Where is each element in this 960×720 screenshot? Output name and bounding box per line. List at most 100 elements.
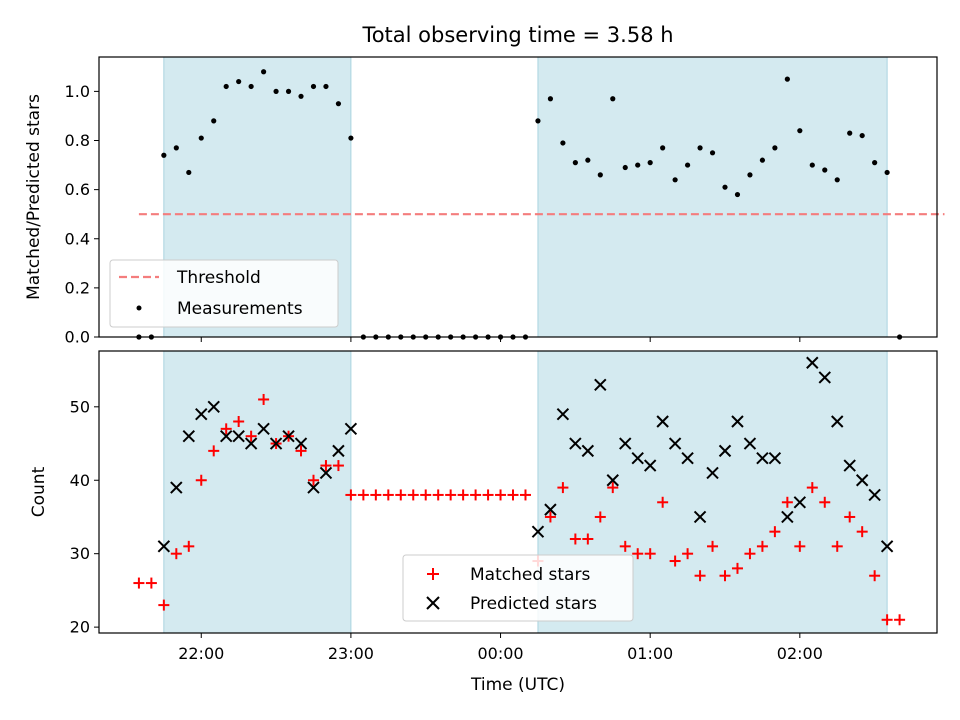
top-x-ticks xyxy=(200,337,801,342)
predicted-star-point xyxy=(581,444,595,458)
predicted-star-point xyxy=(793,496,807,509)
bottom-y-tick-label: 40 xyxy=(70,471,90,490)
measurement-point xyxy=(585,157,591,163)
predicted-star-point xyxy=(880,540,894,553)
matched-star-point xyxy=(856,526,868,538)
matched-star-point xyxy=(145,577,157,589)
predicted-star-point xyxy=(643,459,657,472)
matched-star-point xyxy=(644,548,656,560)
matched-star-point xyxy=(844,511,856,523)
measurement-point xyxy=(847,130,853,136)
bottom-legend-box xyxy=(402,554,634,622)
bottom-data-marks xyxy=(133,356,906,626)
measurement-point xyxy=(610,96,616,102)
predicted-star-point xyxy=(831,415,844,428)
measurement-point xyxy=(261,69,267,75)
predicted-star-point xyxy=(531,525,545,538)
predicted-star-point xyxy=(182,429,195,443)
shaded-interval xyxy=(163,351,351,633)
measurement-point xyxy=(248,83,254,90)
top-legend: Threshold Measurements xyxy=(109,259,339,328)
predicted-star-point xyxy=(619,437,632,450)
measurement-point xyxy=(784,76,790,82)
measurement-point xyxy=(734,191,741,198)
matched-star-point xyxy=(619,540,631,552)
predicted-star-point xyxy=(282,429,295,443)
predicted-star-point xyxy=(344,422,358,436)
top-y-tick-label: 0.0 xyxy=(65,328,90,347)
measurement-point xyxy=(348,135,354,141)
bottom-plot-frame xyxy=(98,350,938,634)
top-plot-frame xyxy=(98,56,938,338)
predicted-star-point xyxy=(232,429,245,443)
measurement-point xyxy=(535,118,541,124)
matched-star-point xyxy=(295,445,307,457)
matched-star-point xyxy=(682,548,694,560)
legend-measurements-swatch xyxy=(136,305,142,311)
top-y-tick-label: 0.8 xyxy=(65,131,90,150)
predicted-star-point xyxy=(818,371,831,384)
bottom-x-tick-label: 01:00 xyxy=(627,644,673,663)
predicted-star-point xyxy=(631,452,644,465)
matched-star-point xyxy=(594,511,606,523)
measurement-point xyxy=(161,152,167,158)
predicted-star-point xyxy=(855,474,869,487)
measurement-point xyxy=(211,118,217,124)
measurement-point xyxy=(809,162,815,168)
bottom-x-tick-label: 23:00 xyxy=(328,644,374,663)
top-shaded-intervals xyxy=(163,57,888,337)
measurement-point xyxy=(797,128,803,134)
matched-star-point xyxy=(694,570,706,582)
measurement-point xyxy=(759,157,766,163)
matched-star-point xyxy=(557,482,569,494)
measurement-point xyxy=(335,101,342,107)
matched-star-point xyxy=(657,496,669,508)
predicted-star-point xyxy=(594,378,607,391)
bottom-y-ticks: 20 30 40 50 xyxy=(70,397,99,637)
matched-star-point xyxy=(245,430,257,442)
measurement-point xyxy=(834,177,840,183)
top-legend-box xyxy=(109,259,339,328)
matched-star-point xyxy=(744,548,756,560)
measurement-point xyxy=(572,160,578,166)
predicted-star-point xyxy=(157,540,171,553)
predicted-star-point xyxy=(244,437,258,450)
matched-star-point xyxy=(320,460,332,472)
matched-star-point xyxy=(569,533,581,545)
matched-star-point xyxy=(133,577,145,589)
matched-star-point xyxy=(544,511,556,523)
bottom-x-tick-label: 00:00 xyxy=(477,644,523,663)
predicted-star-point xyxy=(170,481,183,494)
top-y-ticks: 0.0 0.2 0.4 0.6 0.8 1.0 xyxy=(65,82,99,347)
measurement-point xyxy=(747,172,753,178)
predicted-star-point xyxy=(668,437,682,450)
measurement-point xyxy=(709,150,716,156)
measurement-point xyxy=(223,83,229,90)
legend-predicted-label: Predicted stars xyxy=(470,594,597,614)
predicted-star-point xyxy=(544,503,557,516)
matched-star-point xyxy=(445,489,457,501)
chart-title: Total observing time = 3.58 h xyxy=(361,23,673,47)
measurement-point xyxy=(285,88,292,94)
measurement-point xyxy=(560,140,566,146)
matched-star-point xyxy=(582,533,594,545)
predicted-star-point xyxy=(806,356,819,369)
matched-star-point xyxy=(806,482,818,494)
predicted-star-point xyxy=(743,437,757,450)
bottom-y-tick-label: 20 xyxy=(70,618,90,637)
measurement-point xyxy=(310,83,317,90)
predicted-star-point xyxy=(207,400,220,414)
measurement-point xyxy=(547,96,554,102)
matched-star-point xyxy=(482,489,494,501)
measurement-point xyxy=(722,184,728,190)
predicted-star-point xyxy=(868,488,881,502)
measurement-point xyxy=(298,93,304,99)
predicted-star-point xyxy=(556,407,570,421)
matched-star-point xyxy=(794,540,806,552)
matched-star-point xyxy=(756,540,768,552)
predicted-star-point xyxy=(606,474,619,487)
measurement-point xyxy=(772,145,778,151)
measurement-point xyxy=(186,169,192,176)
measurement-point xyxy=(884,169,890,176)
bottom-legend: Matched stars Predicted stars xyxy=(402,554,634,622)
